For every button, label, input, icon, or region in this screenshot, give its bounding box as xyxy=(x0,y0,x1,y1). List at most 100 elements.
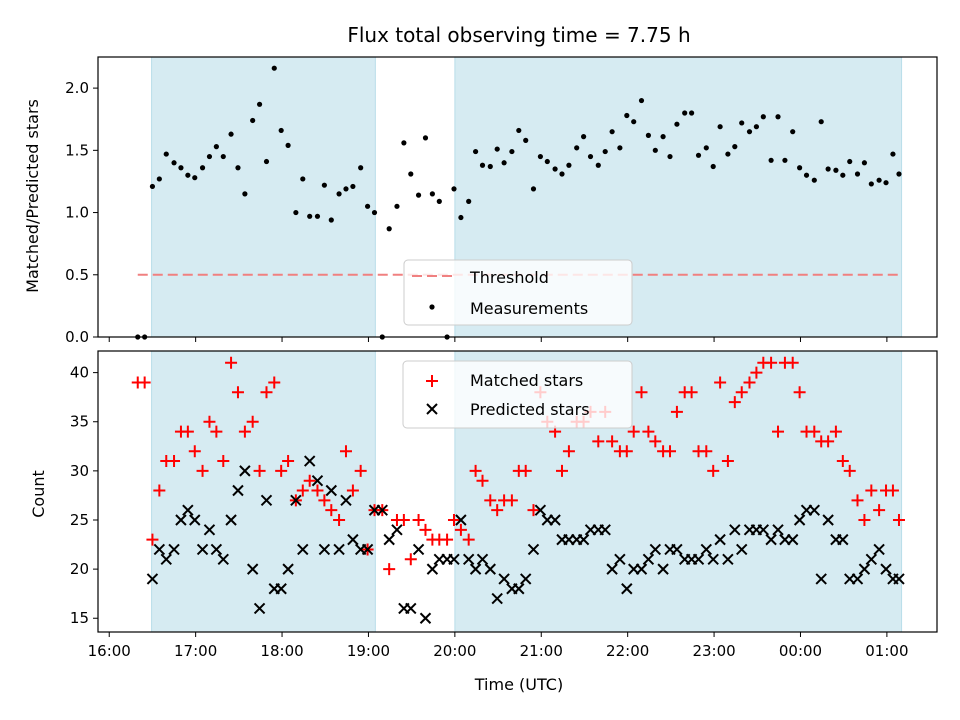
predicted-star-point xyxy=(260,494,273,507)
measurement-point xyxy=(436,198,442,204)
predicted-star-point xyxy=(196,543,209,556)
bottom-panel: 15 20 25 30 35 40 16:00 17:00 18:00 19:00 20:00 21:… xyxy=(70,350,938,660)
predicted-star-point xyxy=(635,563,648,575)
predicted-star-point xyxy=(642,553,655,566)
predicted-star-point xyxy=(311,474,324,487)
predicted-star-point xyxy=(700,543,713,556)
predicted-star-point xyxy=(253,602,266,615)
measurement-point xyxy=(631,119,637,125)
matched-star-point xyxy=(275,464,288,477)
measurement-point xyxy=(797,165,803,171)
measurement-point xyxy=(811,177,817,183)
x-tick-label: 21:00 xyxy=(520,642,563,660)
y-tick-label: 40 xyxy=(70,364,89,382)
x-tick-label: 01:00 xyxy=(865,642,908,660)
measurement-point xyxy=(566,162,572,168)
predicted-star-point xyxy=(692,553,705,566)
measurement-point xyxy=(343,186,349,192)
measurement-point xyxy=(861,160,868,166)
measurement-point xyxy=(156,176,162,182)
matched-star-point xyxy=(153,484,166,497)
predicted-star-point xyxy=(376,504,388,516)
measurement-point xyxy=(220,153,226,160)
predicted-star-point xyxy=(318,543,331,556)
measurement-point xyxy=(818,119,824,125)
predicted-star-point xyxy=(614,553,626,566)
matched-star-point xyxy=(793,386,806,399)
measurement-point xyxy=(192,175,198,181)
measurement-point xyxy=(321,182,327,188)
measurement-point xyxy=(501,160,507,166)
top-y-axis-label: Matched/Predicted stars xyxy=(23,99,42,293)
matched-star-point xyxy=(168,455,181,468)
legend-predicted-swatch xyxy=(426,403,438,415)
predicted-star-point xyxy=(210,543,223,556)
measurement-point xyxy=(847,158,853,165)
measurement-point xyxy=(552,166,558,172)
matched-star-point xyxy=(476,474,489,487)
y-tick-label: 35 xyxy=(70,413,89,431)
predicted-star-point xyxy=(246,563,259,575)
matched-star-point xyxy=(188,445,201,458)
predicted-star-point xyxy=(189,514,201,526)
predicted-star-point xyxy=(851,573,864,585)
predicted-star-point xyxy=(217,553,229,566)
predicted-star-point xyxy=(491,592,503,605)
predicted-star-point xyxy=(297,543,309,556)
matched-star-point xyxy=(772,425,785,438)
measurement-point xyxy=(256,101,263,107)
predicted-star-point xyxy=(765,533,777,546)
predicted-star-point xyxy=(722,553,734,566)
predicted-star-point xyxy=(160,553,172,566)
predicted-star-point xyxy=(347,533,359,546)
measurement-point xyxy=(746,129,753,135)
measurement-point xyxy=(408,171,414,177)
matched-star-point xyxy=(333,513,346,526)
matched-star-point xyxy=(873,504,886,517)
measurement-point xyxy=(149,183,156,190)
matched-star-point xyxy=(892,513,905,526)
measurement-point xyxy=(364,203,371,209)
matched-star-point xyxy=(268,376,281,389)
predicted-star-point xyxy=(534,504,547,516)
predicted-star-point xyxy=(714,533,726,546)
measurement-point xyxy=(422,135,429,141)
predicted-star-point xyxy=(303,455,316,467)
measurement-point xyxy=(487,163,493,170)
x-axis-label: Time (UTC) xyxy=(474,675,563,694)
matched-star-point xyxy=(260,386,273,399)
matched-star-point xyxy=(555,464,568,477)
measurement-point xyxy=(358,165,364,171)
matched-star-point xyxy=(750,366,763,379)
x-tick-label: 00:00 xyxy=(779,642,822,660)
legend-box xyxy=(403,259,633,326)
matched-star-point xyxy=(462,533,475,546)
matched-star-point xyxy=(296,484,309,497)
matched-star-point xyxy=(404,553,417,566)
y-tick-label: 25 xyxy=(70,511,89,529)
y-tick-label: 15 xyxy=(70,609,89,627)
predicted-star-point xyxy=(455,514,467,526)
matched-star-point xyxy=(721,455,734,468)
predicted-star-point xyxy=(225,514,237,526)
legend-matched-label: Matched stars xyxy=(470,371,583,390)
measurement-point xyxy=(760,114,766,120)
legend-matched-swatch xyxy=(426,375,438,387)
measurement-point xyxy=(717,124,723,130)
predicted-star-point xyxy=(671,543,683,556)
predicted-star-point xyxy=(498,573,510,585)
matched-star-point xyxy=(606,435,619,448)
measurement-point xyxy=(617,145,623,151)
matched-star-point xyxy=(664,445,677,458)
matched-star-point xyxy=(765,356,778,369)
measurement-point xyxy=(768,157,774,163)
matched-star-point xyxy=(858,513,871,526)
matched-star-point xyxy=(851,494,864,507)
predicted-star-point xyxy=(837,533,849,546)
predicted-star-point xyxy=(405,602,417,615)
measurement-point xyxy=(609,129,615,135)
top-legend: Threshold Measurements xyxy=(403,259,633,326)
matched-star-point xyxy=(743,376,756,389)
matched-star-point xyxy=(346,484,359,497)
measurement-point xyxy=(509,148,515,155)
